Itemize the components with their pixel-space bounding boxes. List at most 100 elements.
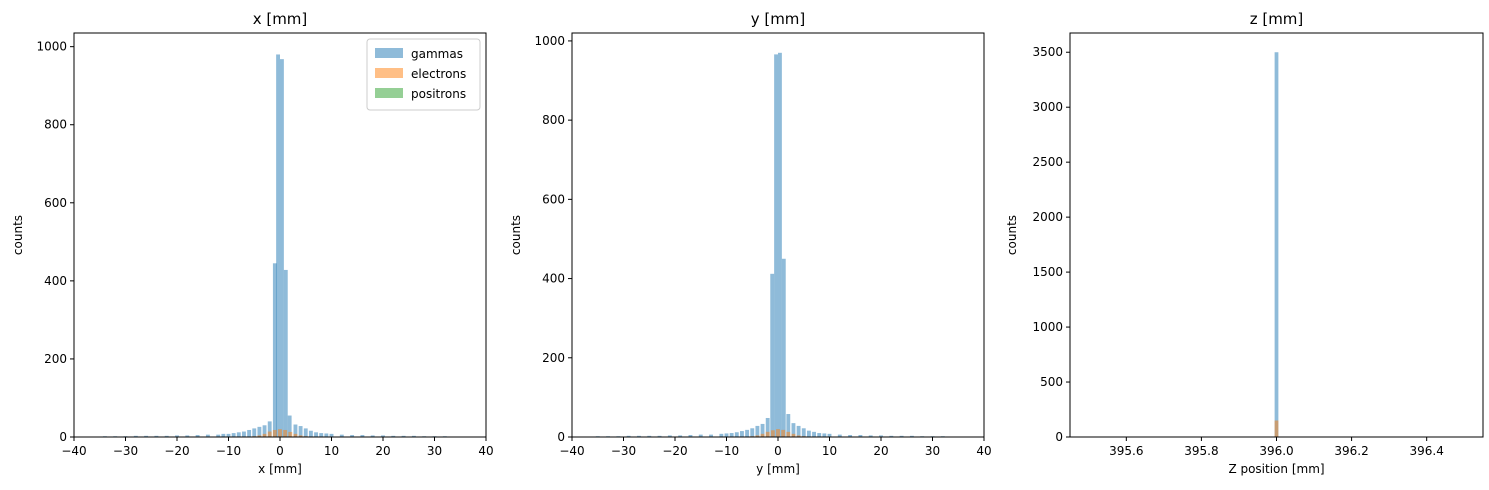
bar-gammas (231, 433, 236, 437)
x-tick-label: 0 (276, 444, 284, 458)
bar-gammas (760, 423, 765, 437)
bar-gammas (283, 269, 288, 437)
bar-electrons (278, 429, 282, 437)
y-tick-label: 0 (1055, 430, 1063, 444)
x-tick-label: 10 (822, 444, 837, 458)
bar-gammas (734, 432, 739, 437)
bar-gammas (848, 435, 853, 437)
bar-gammas (195, 435, 200, 437)
y-tick-label: 200 (44, 352, 67, 366)
bar-gammas (755, 425, 760, 437)
bar-gammas (774, 54, 778, 437)
bar-gammas (350, 435, 355, 437)
x-tick-label: −10 (216, 444, 241, 458)
bar-gammas (216, 434, 221, 437)
x-tick-label: 396.2 (1334, 444, 1368, 458)
bar-gammas (801, 428, 806, 437)
x-tick-label: 10 (324, 444, 339, 458)
bar-gammas (729, 433, 734, 437)
y-tick-label: 2000 (1032, 210, 1063, 224)
bar-gammas (678, 435, 683, 437)
bar-electrons (755, 435, 760, 437)
legend-label-electrons: electrons (411, 67, 466, 81)
bar-gammas (667, 435, 672, 437)
bar-gammas (262, 425, 267, 437)
bar-electrons (262, 433, 267, 437)
bar-gammas (257, 426, 262, 437)
chart-title: z [mm] (1250, 10, 1304, 28)
bars-3 (1274, 52, 1279, 438)
bar-gammas (324, 433, 329, 437)
bar-gammas (370, 435, 375, 437)
bar-gammas (812, 431, 816, 437)
bar-gammas (817, 433, 822, 437)
bar-gammas (287, 415, 292, 437)
bar-gammas (909, 435, 914, 437)
bar-electrons (760, 433, 765, 437)
y-axis-label: counts (1005, 215, 1019, 255)
bar-gammas (899, 435, 904, 437)
bar-electrons (776, 429, 780, 437)
bar-gammas (637, 435, 641, 437)
x-tick-label: 395.6 (1109, 444, 1143, 458)
chart-title: x [mm] (253, 10, 308, 28)
y-tick-label: 600 (44, 196, 67, 210)
legend-swatch-electrons (375, 68, 403, 78)
x-tick-label: −30 (113, 444, 138, 458)
subplot-3: 395.6 395.8 396.0 396.2 396.4 0 500 1000 1500 200… (1005, 10, 1484, 476)
bar-gammas (154, 435, 159, 437)
bar-electrons (293, 433, 298, 437)
bar-gammas (657, 435, 662, 437)
x-tick-label: 30 (427, 444, 442, 458)
y-tick-label: 1000 (1032, 320, 1063, 334)
x-tick-label: 40 (976, 444, 991, 458)
x-tick-label: −40 (61, 444, 86, 458)
x-axis-label: x [mm] (258, 462, 302, 476)
bar-gammas (185, 435, 190, 437)
bar-gammas (314, 432, 318, 437)
bar-gammas (267, 421, 272, 437)
x-axis-label: Z position [mm] (1228, 462, 1324, 476)
bar-gammas (740, 431, 744, 437)
bar-gammas (391, 435, 396, 437)
bar-gammas (247, 429, 252, 437)
y-tick-label: 0 (557, 430, 565, 444)
bar-gammas (133, 435, 138, 437)
x-tick-label: −10 (714, 444, 739, 458)
y-tick-label: 1500 (1032, 265, 1063, 279)
bar-gammas (770, 273, 775, 437)
legend-swatch-gammas (375, 48, 403, 58)
bar-gammas (226, 433, 231, 437)
y-tick-label: 3000 (1032, 100, 1063, 114)
bars-1 (97, 54, 463, 438)
y-tick-label: 800 (44, 118, 67, 132)
bar-gammas (339, 434, 344, 437)
bar-gammas (276, 54, 280, 437)
x-tick-label: 0 (774, 444, 782, 458)
bar-gammas (688, 435, 693, 437)
bar-electrons (267, 431, 272, 437)
bar-gammas (626, 435, 631, 437)
bar-gammas (778, 52, 782, 437)
bar-gammas (647, 435, 652, 437)
bar-electrons (272, 429, 277, 437)
bar-gammas (889, 435, 894, 437)
bar-gammas (221, 433, 226, 437)
x-axis-label: y [mm] (756, 462, 800, 476)
bar-gammas (837, 434, 842, 437)
bar-gammas (298, 426, 303, 437)
bar-electrons (765, 431, 770, 437)
x-tick-label: 20 (873, 444, 888, 458)
bar-gammas (827, 433, 832, 437)
bar-electrons (1274, 420, 1279, 437)
bar-gammas (750, 428, 755, 437)
bar-gammas (709, 434, 713, 437)
bar-gammas (1274, 52, 1279, 437)
bar-gammas (175, 435, 179, 437)
y-tick-label: 2500 (1032, 155, 1063, 169)
bar-electrons (257, 435, 262, 437)
bar-gammas (236, 432, 241, 437)
x-tick-label: 20 (375, 444, 390, 458)
x-tick-label: −20 (164, 444, 189, 458)
y-tick-label: 1000 (534, 34, 565, 48)
